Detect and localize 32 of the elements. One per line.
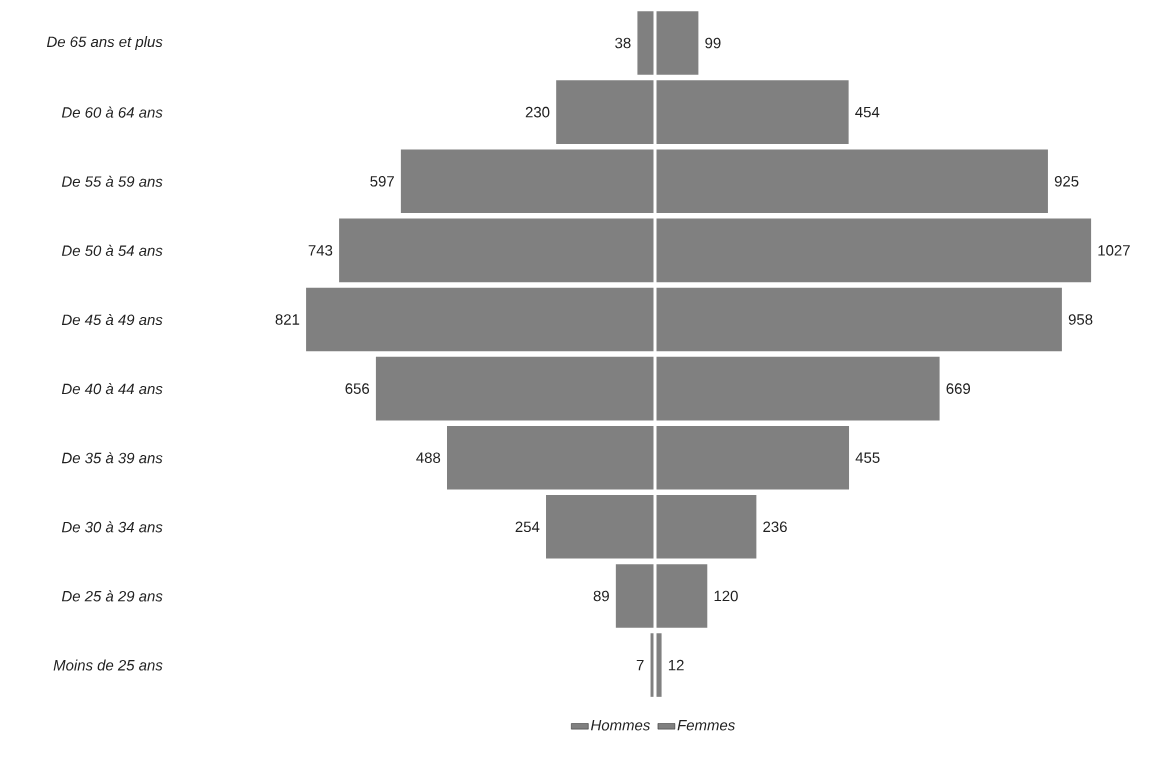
data-label: 12 bbox=[668, 659, 684, 671]
data-label: 669 bbox=[946, 383, 971, 394]
data-label: 7 bbox=[636, 659, 644, 671]
data-label: 1027 bbox=[1098, 245, 1130, 256]
data-label: 89 bbox=[593, 590, 609, 602]
y-tick-label: Moins de 25 ans bbox=[53, 659, 163, 671]
data-label: 455 bbox=[855, 452, 880, 463]
data-label: 597 bbox=[370, 175, 394, 187]
data-label: 656 bbox=[345, 383, 370, 394]
data-label: 230 bbox=[525, 106, 550, 118]
data-label: 236 bbox=[763, 521, 787, 533]
y-tick-label: De 65 ans et plus bbox=[46, 36, 163, 51]
data-label: 958 bbox=[1068, 314, 1093, 325]
y-tick-label: De 35 à 39 ans bbox=[61, 452, 163, 464]
data-label: 821 bbox=[275, 314, 300, 325]
data-label: 99 bbox=[705, 37, 721, 49]
legend-label: Femmes bbox=[677, 720, 735, 731]
data-label: 743 bbox=[308, 245, 333, 256]
y-tick-label: De 40 à 44 ans bbox=[61, 383, 163, 395]
y-tick-label: De 60 à 64 ans bbox=[61, 106, 163, 118]
data-label: 38 bbox=[615, 37, 631, 49]
data-label: 488 bbox=[416, 452, 441, 463]
y-tick-label: De 45 à 49 ans bbox=[61, 313, 163, 326]
y-tick-label: De 50 à 54 ans bbox=[61, 244, 163, 256]
y-tick-label: De 25 à 29 ans bbox=[61, 590, 163, 602]
y-tick-label: De 30 à 34 ans bbox=[61, 521, 163, 533]
data-label: 120 bbox=[714, 590, 738, 602]
data-label: 454 bbox=[855, 106, 880, 118]
data-label: 925 bbox=[1054, 175, 1079, 187]
data-label: 254 bbox=[515, 521, 540, 533]
legend-label: Hommes bbox=[590, 720, 650, 731]
y-tick-label: De 55 à 59 ans bbox=[61, 175, 163, 187]
